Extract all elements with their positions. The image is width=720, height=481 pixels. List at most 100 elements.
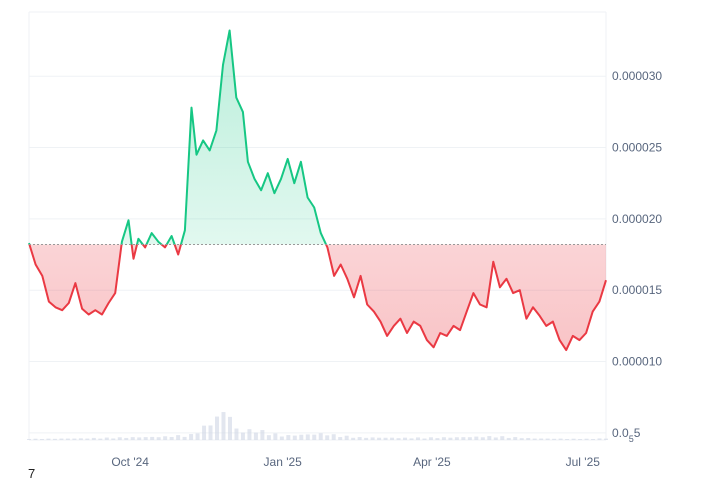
volume-bar — [578, 439, 583, 440]
volume-bar — [33, 438, 38, 440]
volume-bar — [331, 434, 336, 440]
price-line-up — [28, 29, 328, 245]
volume-bar — [474, 436, 479, 440]
volume-bar — [202, 425, 207, 440]
volume-bar — [344, 435, 349, 440]
volume-bar — [357, 437, 362, 440]
volume-bar — [130, 437, 135, 440]
volume-bar — [318, 433, 323, 440]
volume-bar — [59, 438, 64, 440]
x-tick-label: Jan '25 — [264, 455, 303, 469]
y-tick-label: 0.055 — [612, 426, 641, 444]
y-tick-label: 0.000020 — [612, 212, 662, 226]
volume-bar — [383, 437, 388, 440]
volume-bar — [292, 435, 297, 440]
volume-bar — [234, 428, 239, 440]
volume-bar — [156, 437, 161, 440]
volume-bar — [27, 439, 31, 440]
y-axis: 0.000030 0.000025 0.000020 0.000015 0.000010… — [612, 69, 662, 444]
volume-bar — [104, 437, 109, 440]
volume-bar — [150, 436, 155, 440]
volume-bar — [461, 437, 466, 440]
volume-bar — [325, 435, 330, 440]
volume-bar — [428, 437, 433, 440]
volume-bar — [513, 437, 518, 440]
volume-bar — [279, 436, 284, 440]
volume-bar — [571, 438, 576, 440]
volume-bar — [273, 433, 278, 440]
volume-bar — [506, 437, 511, 440]
volume-bar — [260, 430, 265, 440]
price-line-down — [28, 244, 607, 352]
volume-bar — [91, 437, 96, 440]
volume-bar — [266, 435, 271, 440]
volume-bar — [565, 439, 570, 440]
volume-bar — [189, 434, 194, 440]
volume-bar — [98, 438, 103, 440]
x-tick-label: Jul '25 — [566, 455, 601, 469]
volume-bar — [467, 437, 472, 440]
volume-bar — [312, 434, 317, 440]
volume-bar — [591, 439, 596, 440]
volume-bar — [338, 437, 343, 440]
volume-bar — [396, 438, 401, 440]
volume-bar — [111, 438, 116, 440]
volume-bar — [364, 437, 369, 440]
volume-bar — [370, 437, 375, 440]
volume-bar — [247, 429, 252, 440]
x-axis: Oct '24 Jan '25 Apr '25 Jul '25 — [111, 455, 600, 469]
volume-bar — [526, 438, 531, 440]
volume-bar — [46, 438, 51, 440]
volume-bar — [52, 438, 57, 440]
volume-bar — [85, 438, 90, 440]
y-tick-label: 0.000025 — [612, 141, 662, 155]
volume-bar — [240, 432, 245, 440]
volume-bar — [403, 437, 408, 440]
volume-bar — [422, 438, 427, 440]
volume-bar — [169, 436, 174, 440]
volume-bar — [448, 437, 453, 440]
volume-bar — [78, 438, 83, 440]
area-layer — [29, 30, 606, 351]
volume-bar — [480, 437, 485, 440]
volume-bar — [182, 436, 187, 440]
volume-bar — [176, 435, 181, 440]
volume-bar — [137, 437, 142, 440]
volume-bar — [163, 436, 168, 440]
volume-bar — [441, 437, 446, 440]
x-tick-label: Oct '24 — [111, 455, 149, 469]
volume-bar — [454, 437, 459, 440]
line-layer — [28, 29, 607, 352]
volume-bar — [124, 437, 129, 440]
volume-bar — [65, 438, 70, 440]
volume-bar — [227, 416, 232, 440]
volume-bar — [415, 437, 420, 440]
volume-bar — [487, 436, 492, 440]
y-tick-label: 0.000010 — [612, 355, 662, 369]
volume-bar — [532, 438, 537, 440]
volume-bar — [390, 437, 395, 440]
volume-bar — [215, 416, 220, 440]
volume-bar — [195, 433, 200, 440]
volume-bar — [604, 438, 608, 440]
volume-bar — [299, 434, 304, 440]
volume-bar — [377, 437, 382, 440]
volume-bar — [545, 438, 550, 440]
volume-bar — [552, 438, 557, 440]
volume-bar — [519, 438, 524, 440]
volume-bar — [539, 438, 544, 440]
volume-bar — [493, 437, 498, 440]
volume-bar — [221, 412, 226, 440]
volume-bar — [208, 425, 213, 440]
volume-bar — [286, 435, 291, 440]
x-tick-label: Apr '25 — [413, 455, 451, 469]
y-tick-label: 0.000030 — [612, 69, 662, 83]
volume-bar — [39, 439, 44, 440]
volume-bar — [117, 437, 122, 440]
volume-bar — [597, 438, 602, 440]
volume-bar — [143, 437, 148, 440]
y-tick-label: 0.000015 — [612, 283, 662, 297]
volume-bar — [72, 438, 77, 440]
area-below-baseline — [29, 244, 606, 351]
volume-bar — [351, 437, 356, 440]
